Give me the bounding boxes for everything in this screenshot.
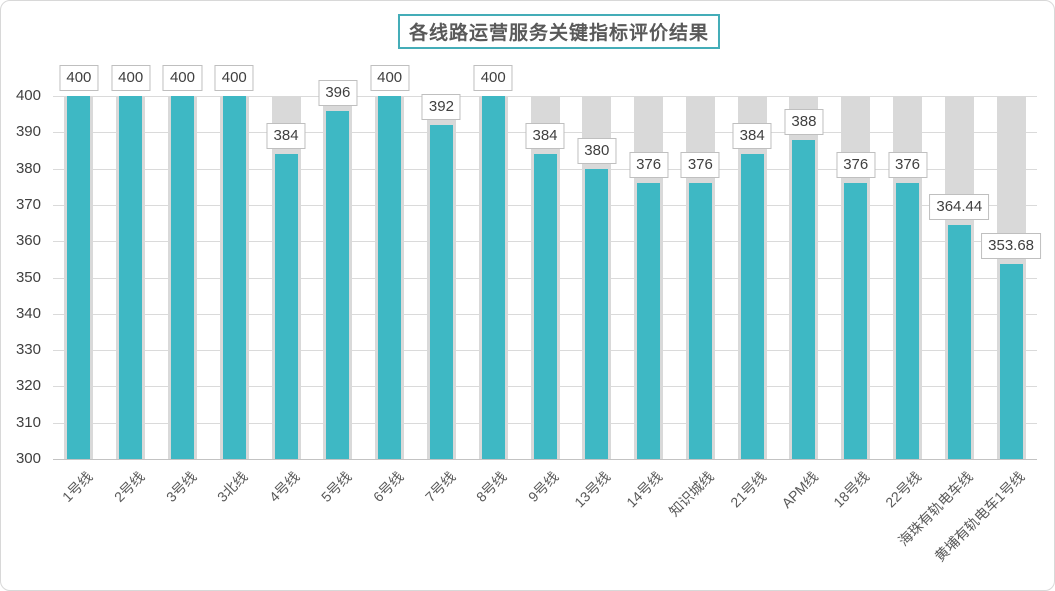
plot-area: 400 400 400 400 384 396 400 392 400 384 380 376 376 3… <box>53 65 1042 460</box>
bar <box>637 183 661 459</box>
x-axis-label: 3号线 <box>162 468 200 506</box>
x-axis-line <box>53 459 1037 460</box>
chart-title: 各线路运营服务关键指标评价结果 <box>397 14 721 49</box>
y-tick-label: 320 <box>15 377 41 395</box>
data-label: 400 <box>59 65 99 91</box>
x-axis-label: 5号线 <box>317 468 355 506</box>
data-label: 376 <box>680 152 720 179</box>
x-axis-label: 22号线 <box>882 468 925 511</box>
data-label: 400 <box>162 65 202 91</box>
data-label: 384 <box>732 123 772 150</box>
data-label: 353.68 <box>981 233 1042 260</box>
data-label: 392 <box>421 94 461 121</box>
bar <box>119 96 143 459</box>
x-axis-label: 7号线 <box>421 468 459 506</box>
bar <box>585 168 609 459</box>
y-tick-label: 400 <box>15 87 41 104</box>
y-tick-label: 350 <box>15 268 41 286</box>
bar <box>844 183 868 459</box>
bar <box>429 125 453 459</box>
data-label: 376 <box>629 152 669 179</box>
bar <box>688 183 712 459</box>
data-label: 400 <box>111 65 151 91</box>
data-label: 364.44 <box>929 194 990 221</box>
y-tick-label: 390 <box>15 123 41 141</box>
data-label: 400 <box>473 65 513 91</box>
y-tick-label: 380 <box>15 159 41 177</box>
x-axis-label: 知识城线 <box>666 468 718 520</box>
bar <box>274 154 298 459</box>
x-axis-label: 2号线 <box>110 468 148 506</box>
y-tick-label: 370 <box>15 195 41 213</box>
x-axis-label: 3北线 <box>214 468 251 506</box>
x-axis-label: 6号线 <box>369 468 407 506</box>
bar <box>533 154 557 459</box>
x-axis-label: 黄埔有轨电车1号线 <box>931 468 1028 565</box>
bar <box>378 96 402 459</box>
x-axis-label: 14号线 <box>623 468 666 511</box>
data-label: 376 <box>888 152 928 179</box>
y-tick-label: 360 <box>15 232 41 250</box>
x-axis-label: 1号线 <box>58 468 96 506</box>
bar <box>222 96 246 459</box>
data-label: 384 <box>525 123 565 150</box>
bar <box>947 225 971 459</box>
y-tick-label: 300 <box>15 450 41 467</box>
x-axis-label: 13号线 <box>571 468 614 511</box>
data-label: 396 <box>318 79 358 106</box>
data-label: 380 <box>577 137 617 164</box>
y-tick-label: 330 <box>15 341 41 359</box>
x-axis-label: 9号线 <box>525 468 562 506</box>
x-axis-label: 4号线 <box>266 468 303 506</box>
data-label: 384 <box>266 123 306 150</box>
x-axis-label: 8号线 <box>473 468 510 506</box>
bar <box>896 183 920 459</box>
bar <box>999 264 1023 459</box>
bar <box>67 96 91 459</box>
data-label: 400 <box>370 65 410 91</box>
y-tick-label: 310 <box>15 413 41 431</box>
y-tick-label: 340 <box>15 304 41 322</box>
data-label: 388 <box>784 108 824 135</box>
bar <box>326 110 350 459</box>
data-label: 376 <box>836 152 876 179</box>
bar <box>170 96 194 459</box>
data-label: 400 <box>214 65 254 91</box>
x-axis-label: 18号线 <box>830 468 873 511</box>
bar <box>481 96 505 459</box>
bar <box>792 139 816 459</box>
x-axis-label: APM线 <box>777 468 821 512</box>
bar <box>740 154 764 459</box>
x-axis-label: 21号线 <box>726 468 769 511</box>
